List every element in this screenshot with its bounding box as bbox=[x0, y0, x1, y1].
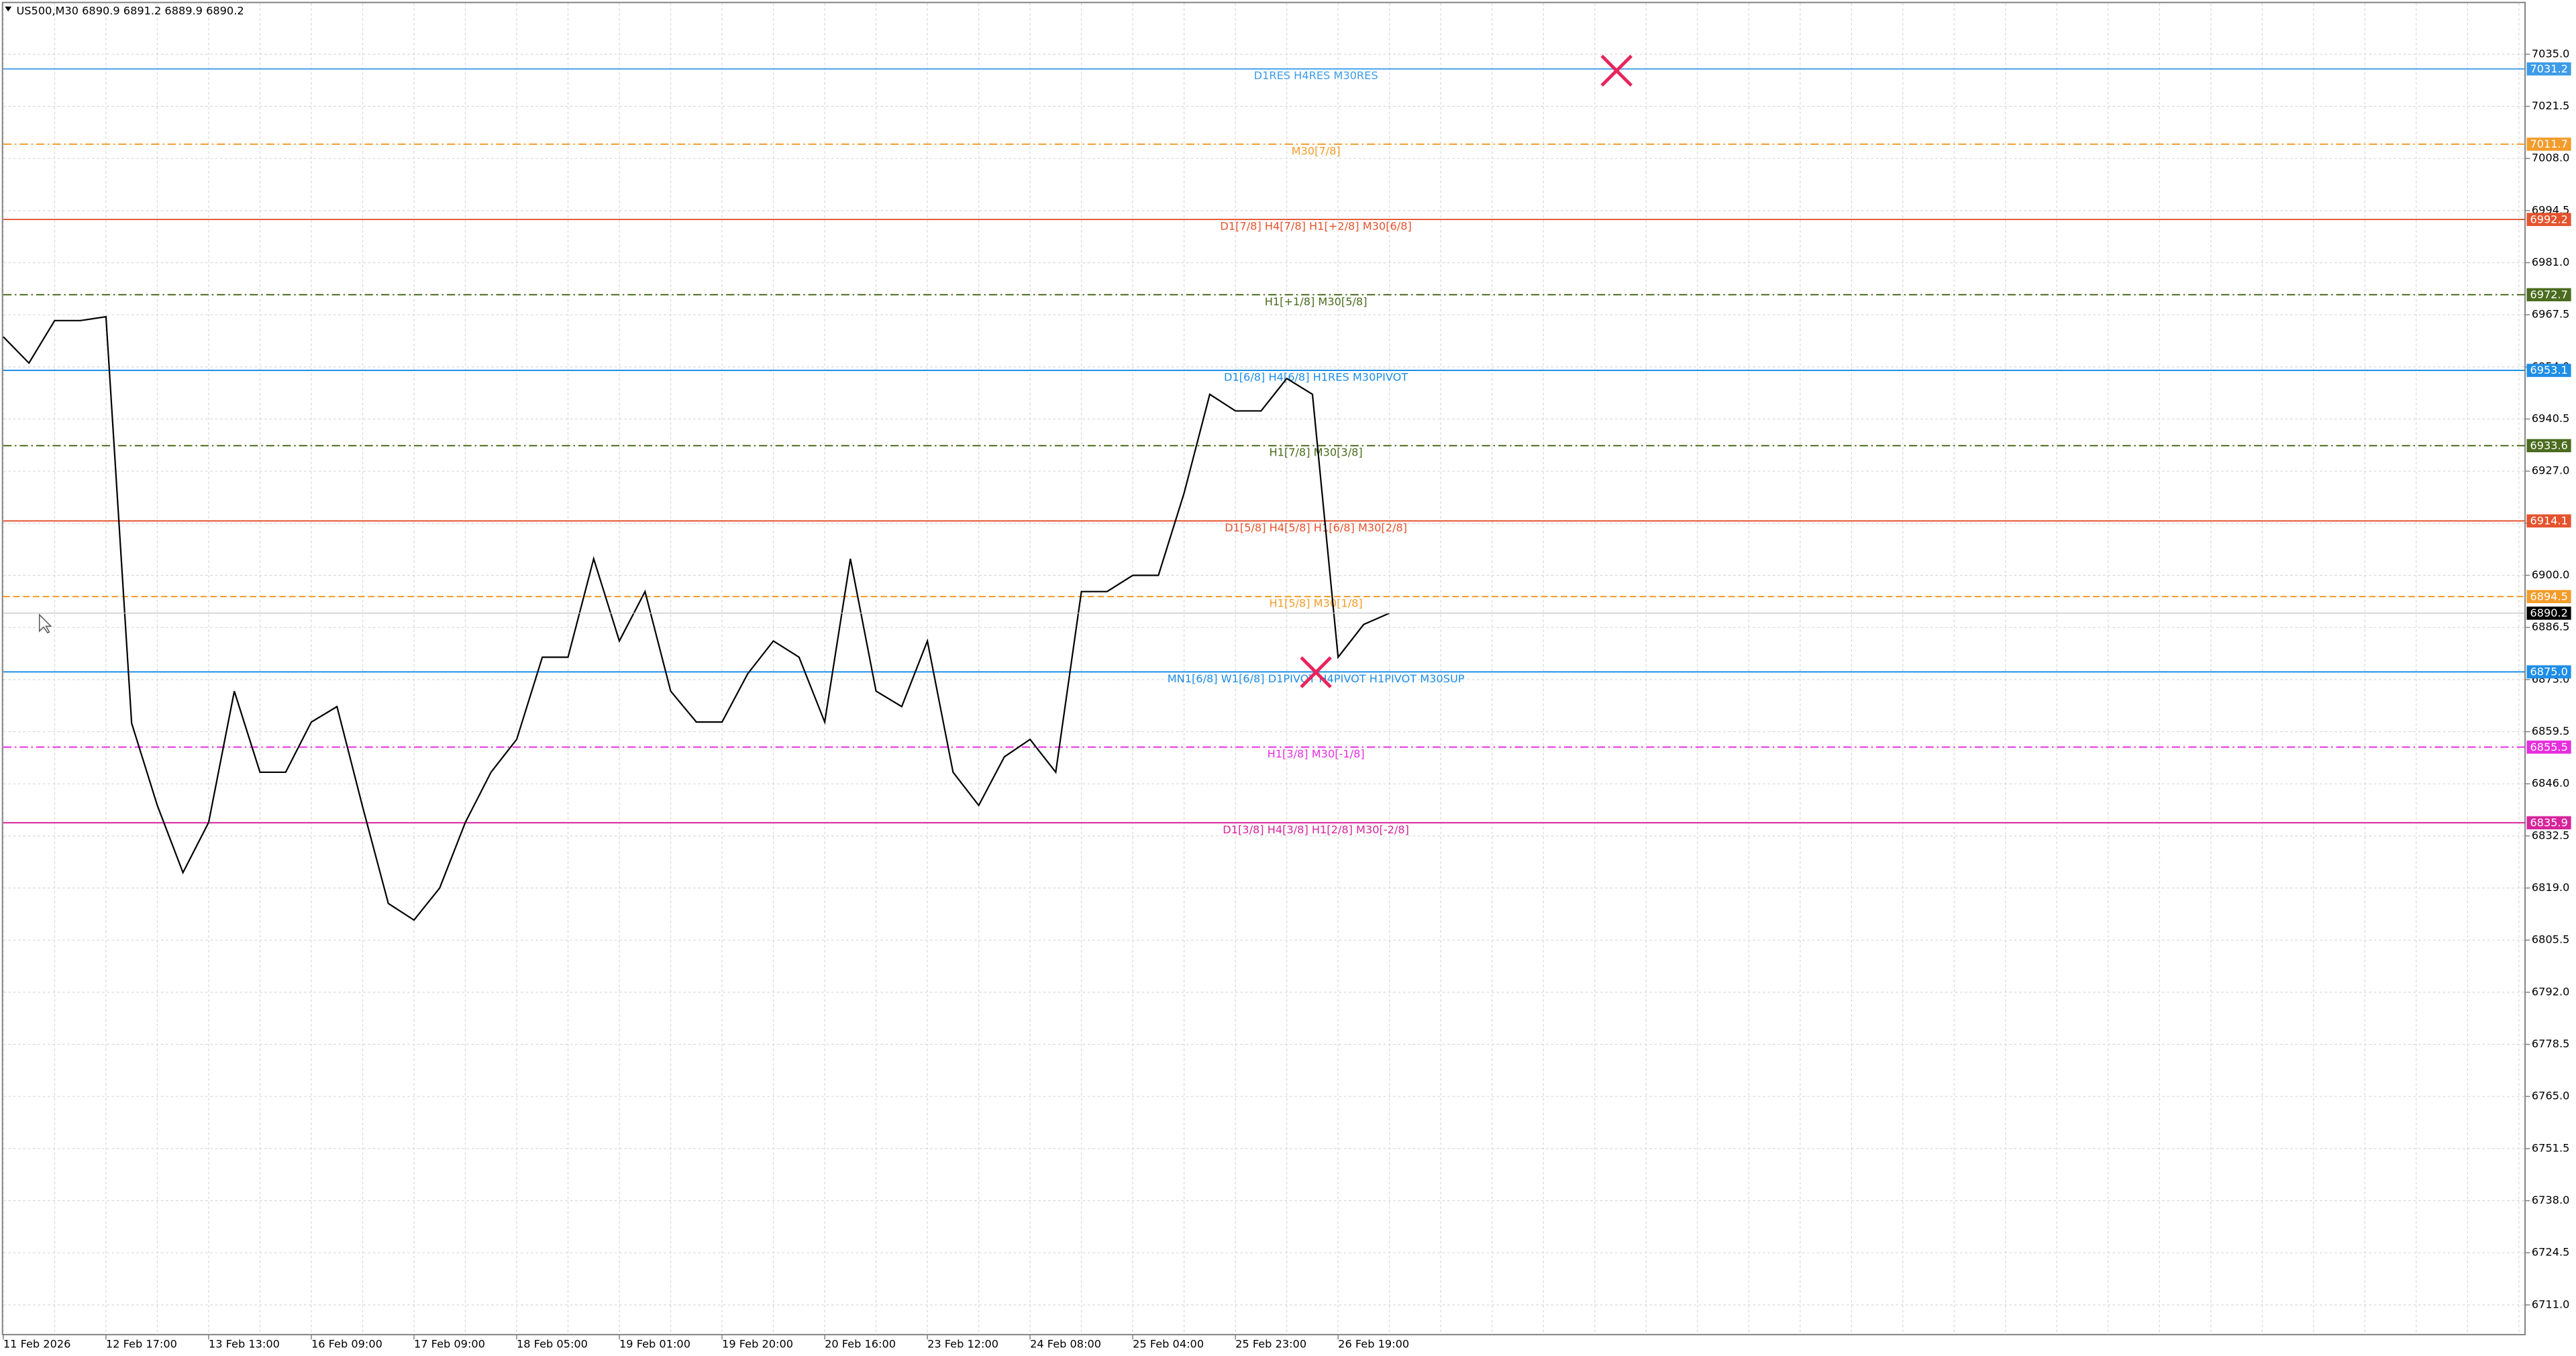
y-tick-label: 6751.5 bbox=[2532, 1141, 2570, 1154]
marker-cross bbox=[1600, 54, 1633, 87]
level-label: MN1[6/8] W1[6/8] D1PIVOT H4PIVOT H1PIVOT… bbox=[1168, 672, 1465, 685]
menu-arrow[interactable] bbox=[5, 6, 12, 12]
y-tick-label: 6792.0 bbox=[2532, 985, 2570, 998]
price-tag-label: 7011.7 bbox=[2530, 138, 2568, 150]
y-tick-label: 6724.5 bbox=[2532, 1246, 2570, 1259]
x-tick-label: 18 Feb 05:00 bbox=[517, 1337, 588, 1350]
price-tag bbox=[2526, 740, 2571, 754]
x-tick-label: 23 Feb 12:00 bbox=[927, 1337, 998, 1350]
plot: D1RES H4RES M30RES M30[7/8] D1[7/8] H4[7/8… bbox=[3, 68, 2526, 921]
price-tag bbox=[2526, 364, 2571, 377]
y-tick-label: 6967.5 bbox=[2532, 308, 2570, 321]
price-tag-label: 7031.2 bbox=[2530, 62, 2568, 75]
price-tag bbox=[2526, 439, 2571, 453]
price-tag bbox=[2526, 138, 2571, 151]
plot-frame bbox=[1, 1, 2526, 1336]
x-tick-label: 16 Feb 09:00 bbox=[311, 1337, 382, 1350]
price-tag bbox=[2526, 590, 2571, 603]
x-tick-label: 24 Feb 08:00 bbox=[1030, 1337, 1101, 1350]
x-tick-label: 26 Feb 19:00 bbox=[1338, 1337, 1409, 1350]
price-tag-label: 6914.1 bbox=[2530, 515, 2568, 527]
y-tick-label: 6927.0 bbox=[2532, 464, 2570, 477]
price-tag-label: 6933.6 bbox=[2530, 439, 2568, 452]
price-tag bbox=[2526, 213, 2571, 226]
mouse-cursor bbox=[39, 613, 52, 634]
y-tick-label: 6819.0 bbox=[2532, 881, 2570, 894]
price-tag bbox=[2526, 62, 2571, 76]
level-label: D1[7/8] H4[7/8] H1[+2/8] M30[6/8] bbox=[1220, 220, 1411, 233]
x-tick-label: 25 Feb 04:00 bbox=[1133, 1337, 1204, 1350]
x-tick-label: 11 Feb 2026 bbox=[3, 1337, 71, 1350]
x-tick-label: 20 Feb 16:00 bbox=[825, 1337, 896, 1350]
price-tag-label: 6953.1 bbox=[2530, 364, 2568, 376]
level-label: H1[3/8] M30[-1/8] bbox=[1268, 747, 1365, 760]
level-label: D1[6/8] H4[6/8] H1RES M30PIVOT bbox=[1224, 371, 1408, 384]
y-tick-label: 6886.5 bbox=[2532, 621, 2570, 633]
price-tag-label: 6875.0 bbox=[2530, 666, 2568, 678]
y-tick-label: 6981.0 bbox=[2532, 256, 2570, 268]
x-tick-label: 12 Feb 17:00 bbox=[106, 1337, 177, 1350]
price-tag-label: 6835.9 bbox=[2530, 817, 2568, 829]
grid bbox=[3, 3, 2526, 1335]
x-tick-label: 25 Feb 23:00 bbox=[1235, 1337, 1306, 1350]
level-label: D1[3/8] H4[3/8] H1[2/8] M30[-2/8] bbox=[1223, 823, 1409, 836]
level-label: H1[7/8] M30[3/8] bbox=[1270, 446, 1363, 459]
level-label: M30[7/8] bbox=[1292, 144, 1341, 157]
price-tag bbox=[2526, 816, 2571, 830]
y-tick-label: 6846.0 bbox=[2532, 777, 2570, 790]
price-tag bbox=[2526, 288, 2571, 302]
y-tick-label: 7008.0 bbox=[2532, 152, 2570, 164]
level-label: D1[5/8] H4[5/8] H1[6/8] M30[2/8] bbox=[1225, 521, 1407, 534]
price-tag bbox=[2526, 665, 2571, 679]
price-tag-label: 6992.2 bbox=[2530, 213, 2568, 225]
x-tick-label: 19 Feb 01:00 bbox=[619, 1337, 690, 1350]
x-tick-label: 13 Feb 13:00 bbox=[209, 1337, 280, 1350]
y-tick-label: 7035.0 bbox=[2532, 47, 2570, 60]
y-tick-label: 6711.0 bbox=[2532, 1298, 2570, 1310]
x-tick-label: 19 Feb 20:00 bbox=[722, 1337, 793, 1350]
y-tick-label: 6738.0 bbox=[2532, 1194, 2570, 1206]
price-tag-label: 6972.7 bbox=[2530, 288, 2568, 301]
x-tick-label: 17 Feb 09:00 bbox=[414, 1337, 485, 1350]
y-tick-label: 6900.0 bbox=[2532, 568, 2570, 581]
y-tick-label: 6778.5 bbox=[2532, 1037, 2570, 1050]
bid-tag bbox=[2526, 607, 2571, 620]
y-tick-label: 6805.5 bbox=[2532, 933, 2570, 946]
chart-title: US500,M30 6890.9 6891.2 6889.9 6890.2 bbox=[16, 5, 244, 17]
price-line bbox=[3, 315, 1390, 921]
price-tag bbox=[2526, 514, 2571, 528]
y-tick-label: 6859.5 bbox=[2532, 725, 2570, 737]
price-tag-label: 6855.5 bbox=[2530, 741, 2568, 753]
marker-cross bbox=[1300, 656, 1332, 688]
level-label: D1RES H4RES M30RES bbox=[1254, 69, 1378, 82]
y-tick-label: 6940.5 bbox=[2532, 412, 2570, 425]
y-tick-label: 6832.5 bbox=[2532, 829, 2570, 841]
level-label: H1[5/8] M30[1/8] bbox=[1270, 597, 1363, 610]
price-tag-label: 6894.5 bbox=[2530, 590, 2568, 603]
level-label: H1[+1/8] M30[5/8] bbox=[1265, 295, 1368, 308]
bid-tag-label: 6890.2 bbox=[2530, 607, 2568, 619]
y-tick-label: 6765.0 bbox=[2532, 1090, 2570, 1102]
y-tick-label: 7021.5 bbox=[2532, 99, 2570, 112]
